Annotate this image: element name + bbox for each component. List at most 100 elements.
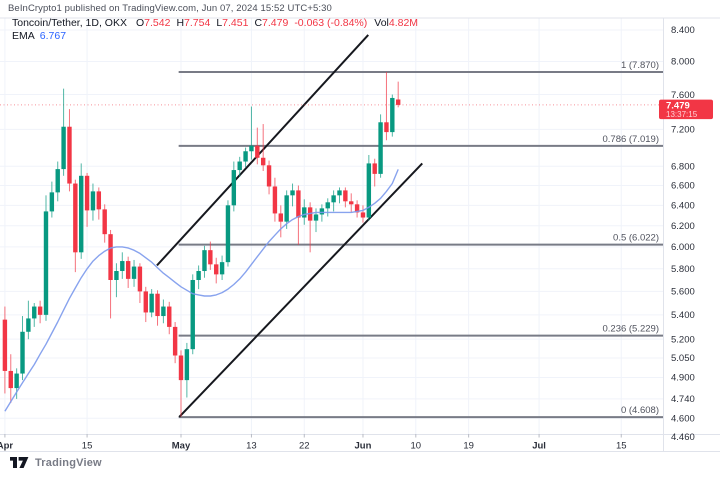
price-axis-label: 6.600 — [671, 181, 695, 192]
candle — [237, 156, 242, 177]
symbol-title[interactable]: Toncoin/Tether, 1D, OKX — [12, 17, 127, 29]
candle — [120, 252, 125, 279]
candle-body — [178, 355, 184, 381]
candle — [149, 289, 154, 318]
candle — [343, 187, 348, 208]
candle-body — [143, 291, 148, 313]
candle-body — [395, 99, 401, 105]
candle — [296, 185, 301, 245]
pane-borders — [0, 17, 720, 452]
candle-body — [102, 209, 107, 235]
candle-body — [20, 331, 25, 374]
candle — [14, 368, 19, 399]
time-axis-label: 22 — [299, 441, 310, 452]
time-axis-label: 19 — [463, 441, 474, 452]
candle — [84, 172, 90, 227]
candle-body — [249, 145, 254, 152]
candle-body — [243, 151, 248, 162]
candle — [172, 322, 178, 364]
fib-level-label: 0 (4.608) — [621, 405, 659, 416]
candle — [395, 81, 401, 108]
price-axis-label: 5.200 — [671, 334, 695, 345]
candle-body — [319, 208, 325, 215]
candle-body — [384, 122, 389, 133]
candle-body — [32, 306, 37, 319]
candle — [325, 198, 330, 217]
candle-body — [73, 183, 78, 253]
price-axis[interactable]: 8.400 8.000 7.600 7.200 6.800 6.600 6.400 6.200… — [671, 25, 695, 443]
candle — [20, 316, 25, 381]
tradingview-logo-icon[interactable] — [10, 456, 29, 469]
candle-body — [108, 234, 113, 280]
last-price-badge-bg — [659, 99, 713, 120]
candle — [155, 290, 160, 326]
candle — [178, 350, 184, 417]
candle-body — [67, 126, 72, 184]
candle-body — [325, 202, 330, 209]
candle-body — [219, 262, 225, 275]
candle — [143, 286, 148, 323]
price-axis-label: 8.400 — [671, 25, 695, 36]
candle — [79, 163, 84, 259]
candle-body — [49, 192, 55, 212]
price-axis-label: 7.600 — [671, 90, 695, 101]
candle-body — [114, 271, 119, 280]
candle — [302, 199, 307, 225]
ema-indicator-label[interactable]: EMA — [12, 30, 35, 42]
candle-body — [278, 213, 283, 222]
candle — [131, 259, 137, 287]
candle — [349, 193, 354, 213]
ema-indicator-value: 6.767 — [39, 30, 67, 42]
footer: TradingView — [10, 456, 102, 469]
candle-body — [284, 195, 289, 222]
fib-level-label: 0.5 (6.022) — [613, 233, 659, 244]
candle — [266, 160, 272, 195]
candle-body — [260, 157, 266, 166]
candle — [167, 301, 172, 335]
time-axis[interactable]: Apr 15 May 13 22 Jun 10 19 Jul 15 — [0, 434, 627, 452]
candle-body — [196, 271, 201, 280]
time-axis-label: 15 — [82, 441, 93, 452]
candle — [2, 306, 8, 394]
candle — [43, 195, 49, 321]
candle-body — [172, 326, 178, 356]
candle — [219, 255, 225, 280]
candle-body — [79, 175, 84, 253]
price-axis-label: 6.400 — [671, 201, 695, 212]
candle-body — [61, 126, 66, 170]
candle — [384, 72, 389, 141]
change-value: -0.063 (-0.84%) — [294, 17, 368, 29]
price-axis-label: 6.800 — [671, 161, 695, 172]
channel-trendline-lower[interactable] — [178, 162, 423, 418]
candle-body — [225, 205, 231, 263]
candle — [32, 303, 37, 327]
candle — [354, 200, 360, 218]
channel-trendline-upper[interactable] — [156, 34, 369, 267]
candle-body — [190, 279, 195, 350]
time-axis-label: 15 — [616, 441, 627, 452]
candle-body — [296, 190, 301, 218]
candle-body — [372, 163, 377, 174]
time-axis-label: Jul — [532, 441, 546, 452]
candle-body — [90, 191, 96, 211]
candle-body — [266, 165, 272, 187]
candle — [284, 190, 289, 229]
candle — [272, 177, 278, 222]
candle — [184, 342, 190, 398]
candle — [243, 147, 248, 168]
candle-body — [14, 373, 19, 389]
candle-body — [167, 306, 172, 327]
candle — [214, 257, 219, 284]
tradingview-brand-text[interactable]: TradingView — [35, 456, 102, 469]
candle — [55, 161, 60, 202]
candle — [331, 190, 336, 212]
volume: Vol4.82M — [374, 17, 419, 29]
candle — [125, 256, 131, 288]
candle — [249, 106, 254, 160]
candle-body — [337, 190, 342, 196]
candle-body — [255, 145, 260, 158]
candle-body — [272, 186, 278, 214]
candle-body — [214, 264, 219, 275]
